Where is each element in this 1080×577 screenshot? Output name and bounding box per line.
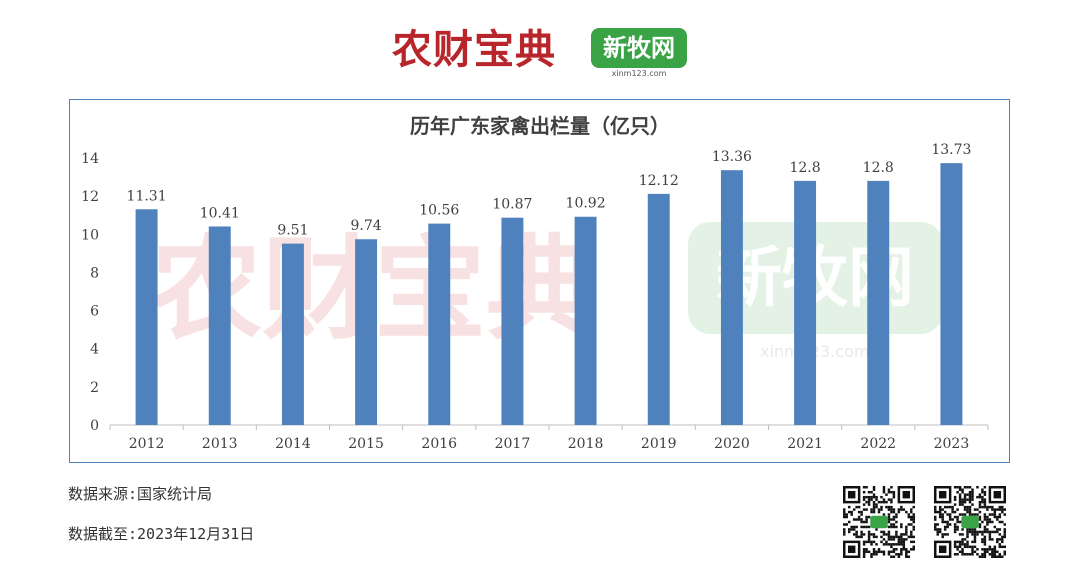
bar-value-label: 13.73 [931, 142, 971, 158]
x-tick-label: 2023 [934, 436, 970, 452]
y-tick-label: 2 [90, 380, 99, 396]
x-tick-label: 2014 [275, 436, 311, 452]
x-tick-label: 2021 [787, 436, 823, 452]
bar-value-label: 10.92 [566, 196, 606, 212]
bar [720, 170, 743, 425]
bar-chart: 农财宝典 新牧网 xinm123.com 历年广东家禽出栏量（亿只） 0 2 4 6 8… [81, 114, 989, 452]
bar-value-label: 12.8 [863, 160, 894, 176]
x-tick-label: 2015 [348, 436, 384, 452]
x-tick-label: 2013 [202, 436, 238, 452]
bars: 11.31 10.41 9.51 9.74 10.56 10.87 10.92 12.12 13… [127, 142, 971, 425]
bar [281, 243, 304, 425]
bar-value-label: 9.74 [350, 218, 381, 234]
bar [135, 209, 158, 425]
bar-value-label: 11.31 [127, 188, 167, 204]
bar-value-label: 13.36 [712, 149, 752, 165]
nongcai-baodian-logo: 农财宝典 [392, 26, 556, 74]
bar [940, 163, 963, 425]
y-tick-label: 4 [90, 342, 99, 358]
bar [428, 223, 451, 425]
xinmu-logo-text: 新牧网 [603, 34, 675, 62]
y-tick-label: 12 [81, 189, 99, 205]
chart-frame: 农财宝典 新牧网 xinm123.com 历年广东家禽出栏量（亿只） 0 2 4 6 8… [69, 99, 1010, 463]
watermark: 农财宝典 新牧网 xinm123.com [150, 222, 943, 361]
y-tick-label: 10 [81, 227, 99, 243]
bar-value-label: 12.12 [639, 173, 679, 189]
x-tick-label: 2022 [860, 436, 896, 452]
x-axis: 2012 2013 2014 2015 2016 2017 2018 2019 2020 2021… [109, 425, 989, 452]
nongcai-logo-text: 农财宝典 [392, 27, 556, 73]
x-tick-label: 2012 [129, 436, 165, 452]
x-tick-label: 2016 [421, 436, 457, 452]
data-date-text: 数据截至:2023年12月31日 [68, 525, 255, 543]
data-source-text: 数据来源:国家统计局 [68, 485, 213, 503]
y-tick-label: 14 [81, 151, 99, 167]
chart-title: 历年广东家禽出栏量（亿只） [410, 114, 670, 138]
xinmu-logo-badge: 新牧网 [591, 28, 687, 68]
x-tick-label: 2018 [568, 436, 604, 452]
bar [208, 226, 231, 425]
x-tick-label: 2017 [495, 436, 531, 452]
x-tick-label: 2020 [714, 436, 750, 452]
bar-value-label: 9.51 [277, 223, 308, 239]
bar [867, 180, 890, 425]
bar [355, 239, 378, 425]
y-tick-label: 6 [90, 304, 99, 320]
bar-value-label: 10.56 [419, 203, 459, 219]
qr-code-icon [934, 486, 1006, 558]
y-axis: 0 2 4 6 8 10 12 14 [81, 151, 99, 434]
bar-value-label: 12.8 [789, 160, 820, 176]
x-tick-label: 2019 [641, 436, 677, 452]
bar-value-label: 10.41 [200, 205, 240, 221]
y-tick-label: 0 [90, 418, 99, 434]
bar-value-label: 10.87 [492, 197, 532, 213]
bar [501, 217, 524, 425]
xinmu-logo: 新牧网 xinm123.com [591, 28, 687, 78]
bar [647, 193, 670, 425]
xinmu-logo-url: xinm123.com [611, 69, 667, 78]
qr-code-icon [843, 486, 915, 558]
bar [794, 180, 817, 425]
bar [574, 216, 597, 425]
y-tick-label: 8 [90, 265, 99, 281]
